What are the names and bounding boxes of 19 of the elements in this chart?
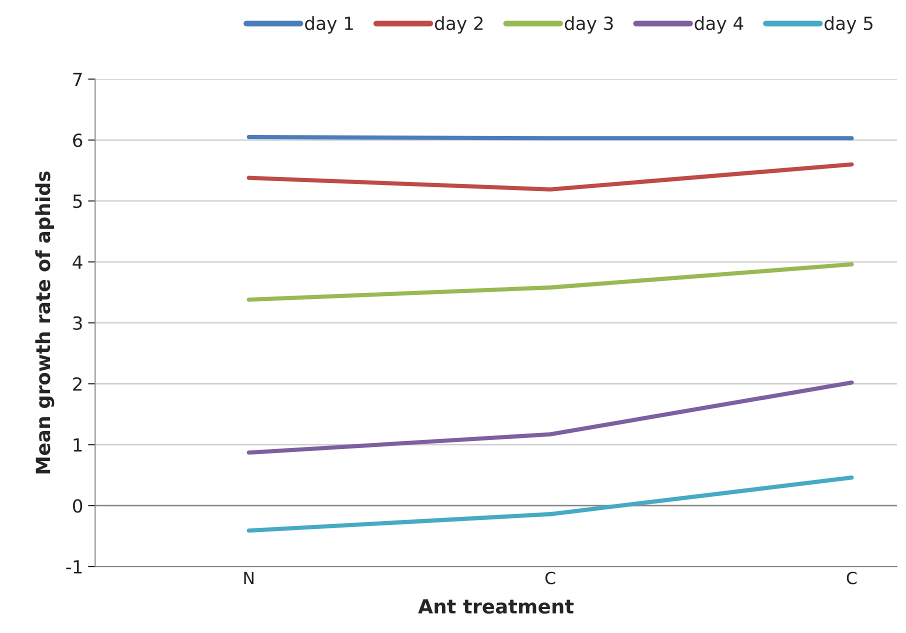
y-tick-label: 7	[73, 72, 82, 86]
y-tick-label: 2	[73, 377, 82, 391]
legend-label: day 5	[824, 16, 872, 34]
y-tick-label: 5	[73, 194, 82, 208]
legend-label: day 4	[694, 16, 744, 34]
x-tick-label: C	[846, 572, 857, 584]
legend-label: day 2	[434, 16, 483, 34]
y-axis-title: Mean growth rate of aphids	[35, 171, 54, 474]
y-tick-label: 1	[74, 438, 82, 452]
y-tick-label: 6	[73, 134, 82, 148]
y-tick-label: 3	[73, 316, 82, 330]
x-axis-title: Ant treatment	[418, 599, 574, 614]
x-tick-label: N	[244, 572, 254, 584]
legend-label: day 1	[305, 16, 353, 34]
legend-label: day 3	[564, 16, 613, 34]
y-tick-label: 4	[72, 256, 82, 269]
x-tick-label: C	[545, 572, 556, 584]
y-tick-label: 0	[73, 499, 82, 513]
y-tick-label: -1	[66, 560, 82, 574]
